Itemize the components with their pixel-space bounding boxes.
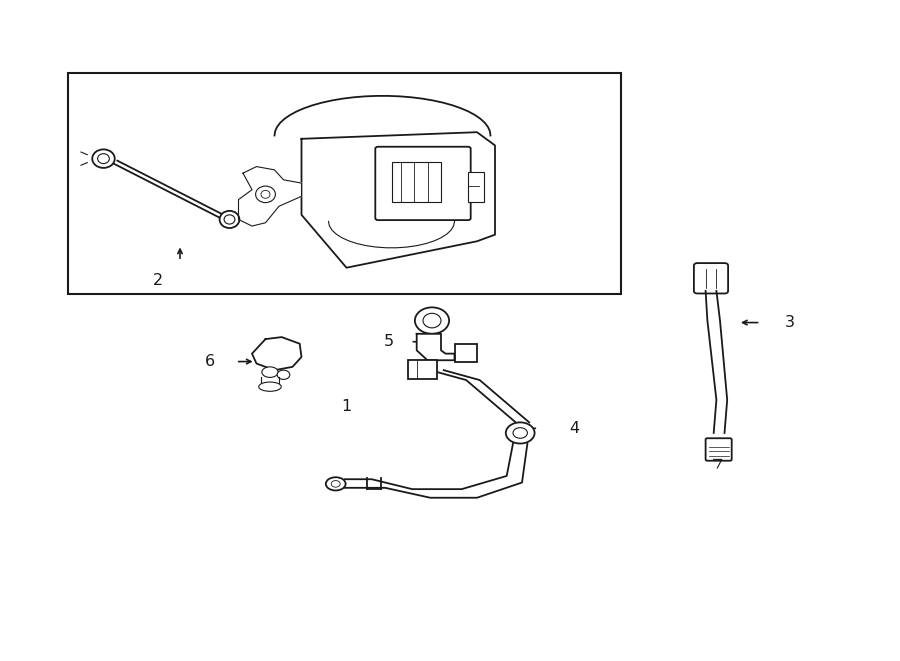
Ellipse shape: [262, 367, 278, 377]
Bar: [68, 73, 621, 294]
Ellipse shape: [261, 190, 270, 198]
Ellipse shape: [415, 307, 449, 334]
Polygon shape: [417, 334, 454, 360]
Ellipse shape: [513, 428, 527, 438]
Ellipse shape: [220, 211, 239, 228]
Text: 5: 5: [383, 334, 394, 349]
Text: 3: 3: [785, 315, 796, 330]
Ellipse shape: [98, 154, 110, 163]
FancyBboxPatch shape: [694, 263, 728, 293]
Text: 6: 6: [204, 354, 215, 369]
Bar: [468, 172, 484, 202]
Text: 2: 2: [152, 274, 163, 288]
Ellipse shape: [277, 370, 290, 379]
Polygon shape: [302, 132, 495, 268]
Ellipse shape: [259, 382, 281, 391]
Ellipse shape: [423, 313, 441, 328]
FancyBboxPatch shape: [375, 147, 471, 220]
Polygon shape: [252, 337, 302, 370]
Ellipse shape: [224, 215, 235, 224]
Ellipse shape: [506, 422, 535, 444]
Text: 1: 1: [341, 399, 352, 414]
Bar: [408, 360, 436, 379]
Ellipse shape: [256, 186, 275, 202]
Ellipse shape: [326, 477, 346, 490]
Ellipse shape: [92, 149, 115, 168]
Polygon shape: [238, 167, 302, 226]
Ellipse shape: [331, 481, 340, 487]
Text: 4: 4: [569, 421, 580, 436]
Bar: [392, 162, 441, 202]
FancyBboxPatch shape: [706, 438, 732, 461]
Bar: [454, 344, 477, 362]
